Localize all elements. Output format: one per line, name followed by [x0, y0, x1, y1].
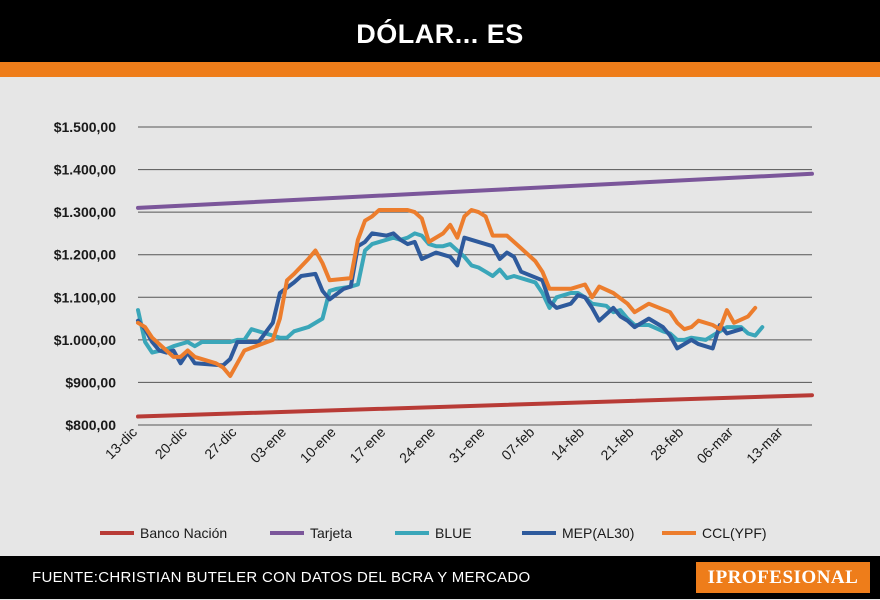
x-tick-label: 17-ene — [346, 424, 388, 466]
y-axis-ticks: $800,00 $900,00 $1.000,00 $1.100,00 $1.200,0… — [54, 119, 117, 433]
y-tick-label: $1.500,00 — [54, 119, 116, 135]
x-tick-label: 27-dic — [201, 424, 239, 462]
brand-logo: IPROFESIONAL — [696, 562, 870, 593]
x-tick-label: 13-mar — [743, 424, 786, 467]
legend-label: MEP(AL30) — [562, 525, 634, 541]
x-tick-label: 20-dic — [152, 424, 190, 462]
legend-label: CCL(YPF) — [702, 525, 767, 541]
chart-title: DÓLAR... ES — [356, 19, 524, 49]
x-tick-label: 03-ene — [247, 424, 289, 466]
x-tick-label: 06-mar — [693, 424, 736, 467]
legend-label: Banco Nación — [140, 525, 227, 541]
series-lines — [136, 171, 814, 419]
y-tick-label: $1.300,00 — [54, 204, 116, 220]
x-tick-label: 31-ene — [446, 424, 488, 466]
accent-stripe — [0, 62, 880, 77]
series-line — [136, 393, 814, 419]
x-axis-ticks: 13-dic 20-dic 27-dic 03-ene 10-ene 17-ene 24-e… — [102, 424, 786, 467]
series-line — [136, 171, 814, 210]
y-tick-label: $1.000,00 — [54, 332, 116, 348]
x-tick-label: 28-feb — [647, 424, 687, 464]
x-tick-label: 14-feb — [548, 424, 588, 464]
x-tick-label: 07-feb — [498, 424, 538, 464]
legend-label: Tarjeta — [310, 525, 352, 541]
gridlines — [138, 126, 812, 426]
x-tick-label: 24-ene — [396, 424, 438, 466]
series-line — [136, 231, 744, 368]
source-note: FUENTE:CHRISTIAN BUTELER CON DATOS DEL B… — [32, 569, 531, 586]
y-tick-label: $1.400,00 — [54, 162, 116, 178]
legend: Banco Nación Tarjeta BLUE MEP(AL30) CCL(YPF) — [100, 525, 767, 541]
y-tick-label: $800,00 — [65, 417, 116, 433]
y-tick-label: $1.200,00 — [54, 247, 116, 263]
x-tick-label: 10-ene — [297, 424, 339, 466]
x-tick-label: 21-feb — [597, 424, 637, 464]
legend-label: BLUE — [435, 525, 472, 541]
series-line — [136, 208, 758, 378]
y-tick-label: $900,00 — [65, 374, 116, 390]
header-bar: DÓLAR... ES — [0, 0, 880, 62]
footer-bar: FUENTE:CHRISTIAN BUTELER CON DATOS DEL B… — [0, 556, 880, 599]
line-chart: $800,00 $900,00 $1.000,00 $1.100,00 $1.200,0… — [54, 119, 814, 541]
y-tick-label: $1.100,00 — [54, 289, 116, 305]
plot-area: $800,00 $900,00 $1.000,00 $1.100,00 $1.200,0… — [0, 77, 880, 556]
